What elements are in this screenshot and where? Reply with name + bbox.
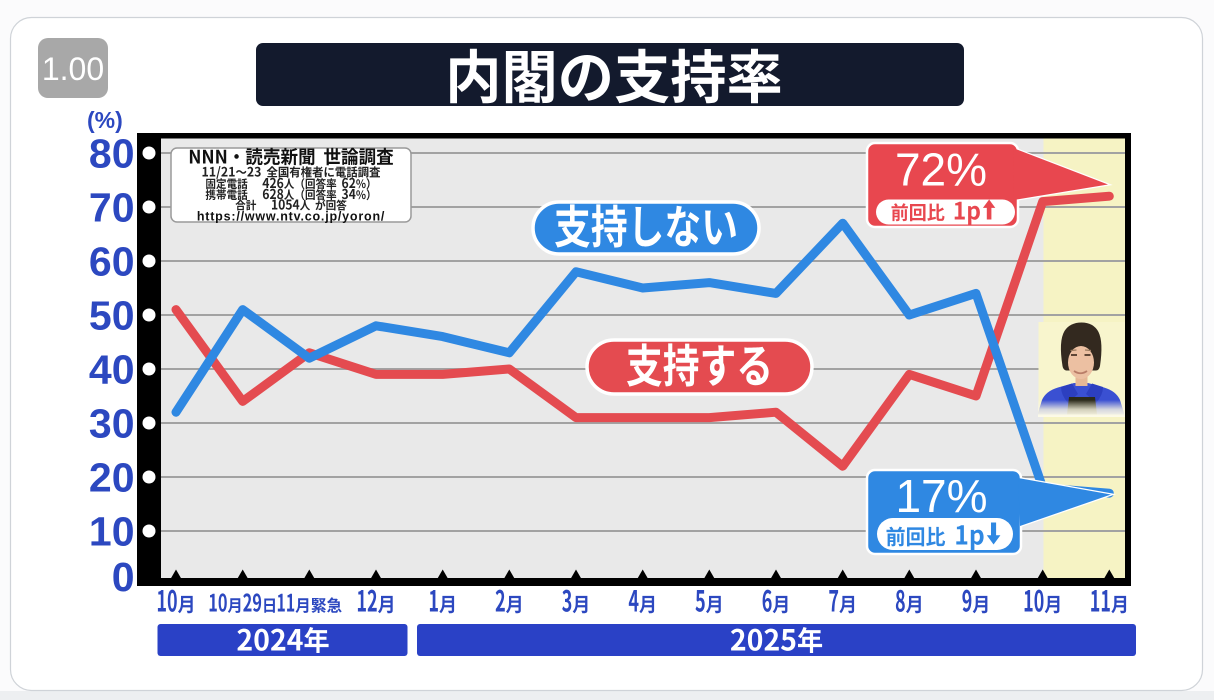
svg-text:80: 80 — [89, 131, 135, 177]
svg-text:https://www.ntv.co.jp/yoron/: https://www.ntv.co.jp/yoron/ — [197, 210, 385, 224]
svg-text:10: 10 — [89, 509, 135, 555]
svg-text:1.00: 1.00 — [42, 51, 104, 87]
svg-text:40: 40 — [89, 347, 135, 393]
svg-text:(%): (%) — [87, 107, 123, 133]
svg-text:70: 70 — [89, 185, 135, 231]
svg-text:30: 30 — [89, 401, 135, 447]
svg-text:60: 60 — [89, 239, 135, 285]
svg-text:17%: 17% — [895, 470, 987, 522]
svg-text:72%: 72% — [895, 144, 987, 196]
svg-text:20: 20 — [89, 455, 135, 501]
svg-text:50: 50 — [89, 293, 135, 339]
svg-text:0: 0 — [112, 554, 135, 600]
